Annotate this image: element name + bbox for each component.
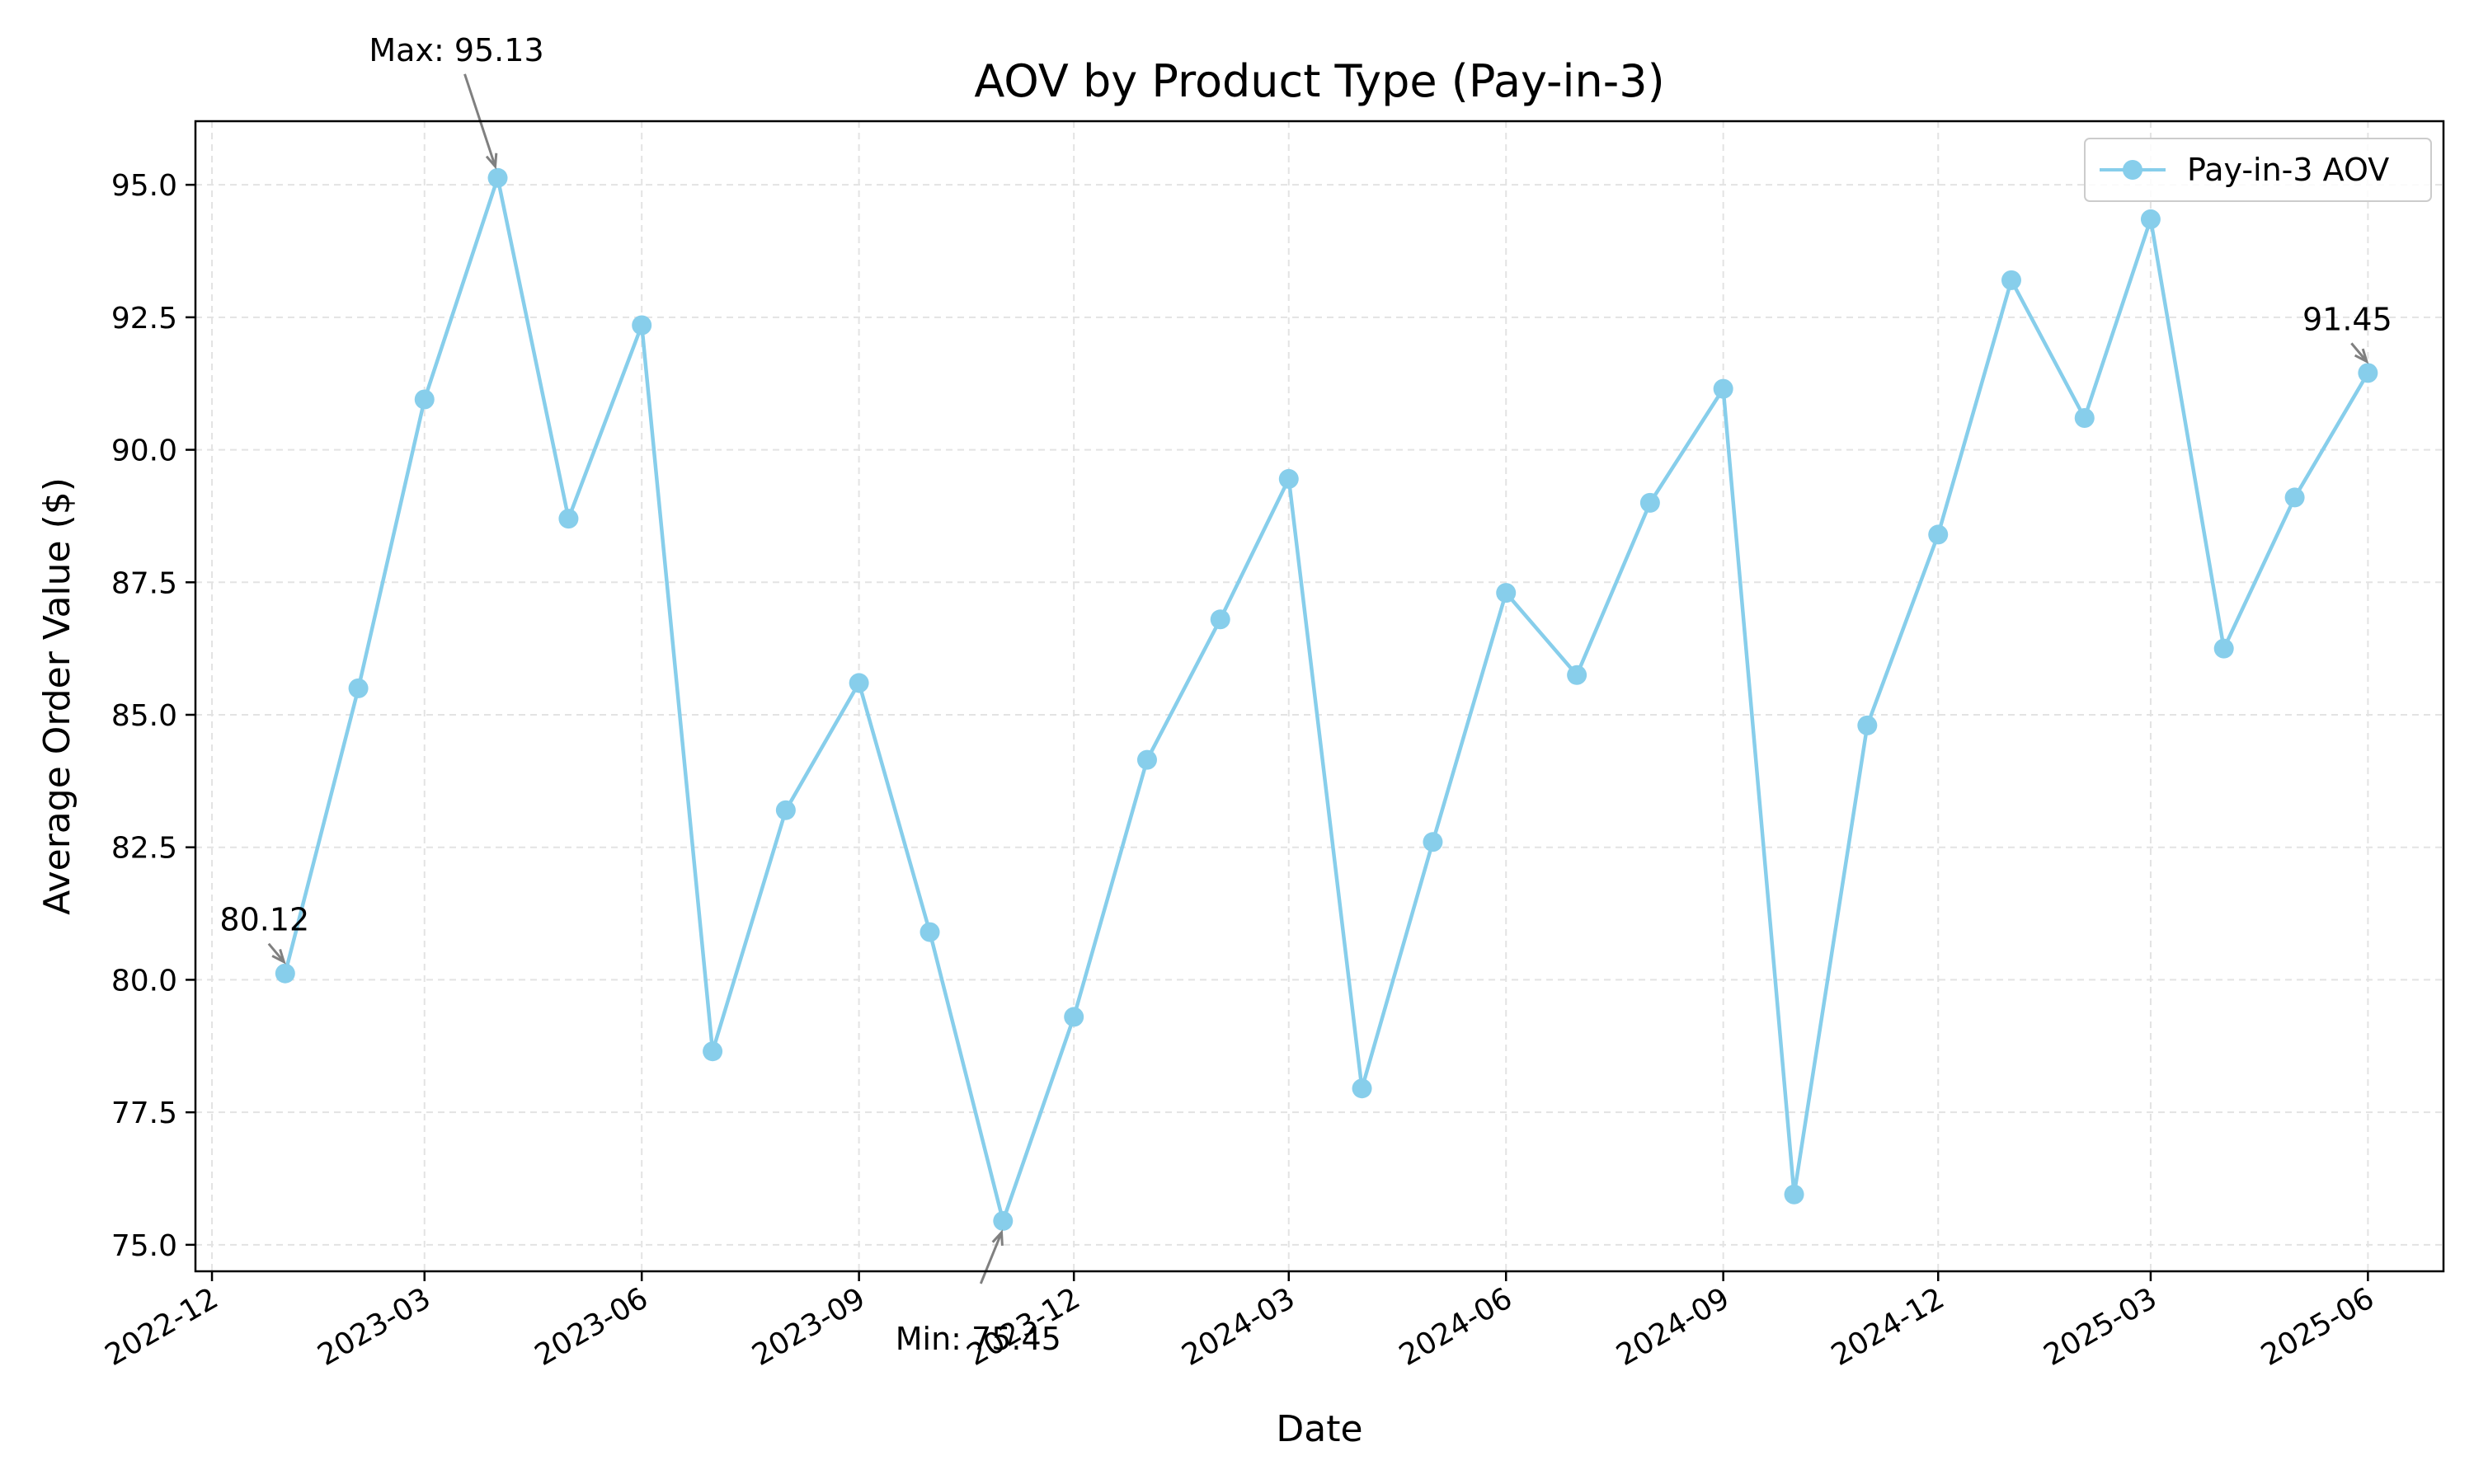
y-tick-label: 87.5 xyxy=(111,566,177,600)
data-point xyxy=(1423,832,1443,852)
annotation-label: 91.45 xyxy=(2302,301,2392,337)
data-point xyxy=(1352,1078,1372,1099)
annotation-layer: Max: 95.13 Min: 75.45 80.12 91.45 xyxy=(219,32,2392,1357)
data-point xyxy=(1784,1184,1804,1205)
plot-frame xyxy=(194,120,2445,1273)
data-point xyxy=(558,509,579,529)
y-tick-label: 85.0 xyxy=(111,699,177,733)
y-tick-label: 95.0 xyxy=(111,169,177,203)
series-line xyxy=(283,176,2370,1223)
data-point xyxy=(1496,583,1517,603)
data-point xyxy=(1928,524,1949,545)
y-tick-label: 82.5 xyxy=(111,832,177,866)
y-tick-label: 75.0 xyxy=(111,1229,177,1263)
x-tick-label: 2023-06 xyxy=(529,1281,654,1373)
annotation-arrow xyxy=(2350,342,2368,363)
x-tick-label: 2025-06 xyxy=(2255,1281,2380,1373)
data-point xyxy=(487,167,508,188)
data-point xyxy=(2001,270,2021,290)
data-point xyxy=(2358,363,2378,383)
y-tick-label: 92.5 xyxy=(111,302,177,336)
legend: Pay-in-3 AOV xyxy=(2084,138,2432,202)
annotation-arrowhead xyxy=(2354,348,2369,364)
legend-label: Pay-in-3 AOV xyxy=(2187,152,2389,188)
data-point xyxy=(1857,715,1878,735)
annotation-label: 80.12 xyxy=(219,902,309,938)
grid-layer xyxy=(195,121,2443,1271)
data-point xyxy=(1567,665,1587,685)
x-tick-label: 2023-03 xyxy=(312,1281,436,1373)
data-point xyxy=(2074,408,2095,428)
data-point xyxy=(2140,209,2161,229)
x-tick-label: 2024-03 xyxy=(1177,1281,1301,1373)
data-point xyxy=(993,1210,1014,1231)
chart-title: AOV by Product Type (Pay-in-3) xyxy=(974,55,1664,107)
data-point xyxy=(1064,1007,1084,1027)
data-point xyxy=(703,1041,723,1062)
annotation-label: Min: 75.45 xyxy=(896,1321,1061,1357)
annotation-arrowhead xyxy=(991,1229,1004,1246)
data-point xyxy=(1210,609,1230,630)
y-axis-label: Average Order Value ($) xyxy=(36,477,78,915)
series-layer xyxy=(275,167,2378,1231)
data-point xyxy=(920,922,940,942)
data-point xyxy=(775,800,796,820)
y-tick-label: 90.0 xyxy=(111,434,177,468)
x-tick-label: 2024-12 xyxy=(1826,1281,1950,1373)
legend-marker-swatch xyxy=(2123,160,2142,180)
data-point xyxy=(632,315,652,336)
data-point xyxy=(348,678,369,698)
x-tick-label: 2024-09 xyxy=(1611,1281,1735,1373)
x-tick-label: 2024-06 xyxy=(1394,1281,1518,1373)
data-point xyxy=(1136,749,1157,770)
data-point xyxy=(414,389,435,410)
data-point xyxy=(2213,638,2234,659)
y-tick-label: 77.5 xyxy=(111,1097,177,1130)
y-tick-label: 80.0 xyxy=(111,964,177,998)
annotation-arrowhead xyxy=(485,153,498,170)
y-axis: 75.0 77.5 80.0 82.5 85.0 87.5 90.0 92.5 95.0 xyxy=(111,169,195,1263)
x-tick-label: 2022-12 xyxy=(100,1281,224,1373)
legend-box xyxy=(2084,138,2432,202)
data-point xyxy=(1713,378,1733,399)
data-point xyxy=(275,963,295,984)
x-axis-label: Date xyxy=(1276,1408,1362,1450)
data-point xyxy=(1278,468,1299,489)
data-point xyxy=(1639,492,1660,513)
annotation-arrow xyxy=(979,1232,1003,1284)
x-axis: 2022-12 2023-03 2023-06 2023-09 2023-12 2024-… xyxy=(100,1271,2380,1373)
annotation-arrow xyxy=(267,942,285,963)
data-point xyxy=(2284,487,2305,508)
annotation-label: Max: 95.13 xyxy=(369,32,543,68)
x-tick-label: 2025-03 xyxy=(2039,1281,2163,1373)
x-tick-label: 2023-09 xyxy=(746,1281,871,1373)
data-point xyxy=(849,673,869,693)
annotation-arrowhead xyxy=(271,948,286,965)
